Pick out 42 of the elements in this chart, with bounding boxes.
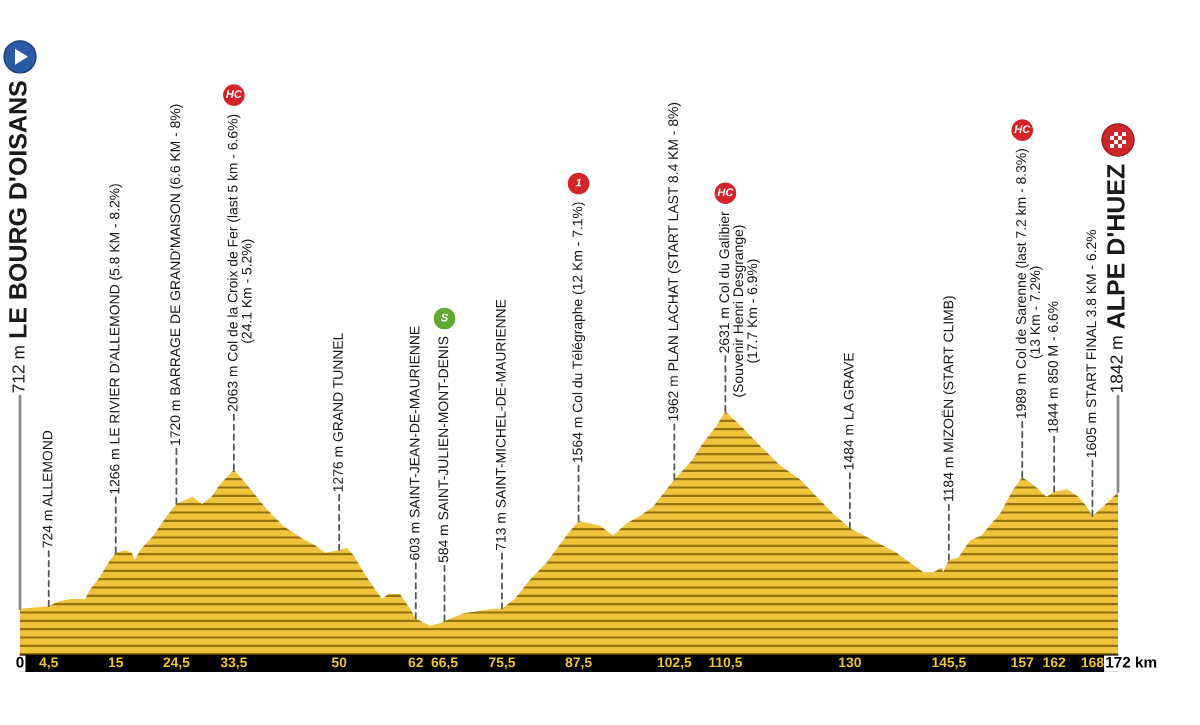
annotation: 1962 m PLAN LACHAT (START LAST 8.4 KM - 8%) — [667, 102, 681, 421]
annotation: 1989 m Col de Sarenne (last 7.2 km - 8.3%) (13 Km - 7.2%) — [1015, 149, 1043, 419]
annotation: 2631 m Col du Galibier (Souvenir Henri Desgrange) (17.7 Km - 6.9%) — [718, 211, 760, 397]
x-tick-label: 50 — [331, 657, 347, 668]
x-tick-label: 33,5 — [220, 657, 247, 670]
x-tick-label: 110,5 — [709, 657, 743, 670]
x-tick-label: 162 — [1043, 657, 1066, 668]
annotation: 1844 m 850 M - 6.6% — [1048, 301, 1058, 433]
annotation: 603 m SAINT-JEAN-DE-MAURIENNE — [409, 326, 420, 560]
annotation: 1484 m LA GRAVE — [843, 353, 854, 470]
annotation: 724 m ALLEMOND — [42, 430, 53, 548]
x-tick-label: 4,5 — [39, 657, 58, 670]
x-tick-label: 172 — [1106, 656, 1131, 668]
annotation: 1605 m START FINAL 3.8 KM - 6.2% — [1086, 229, 1097, 458]
x-tick-label: 168 — [1081, 657, 1104, 668]
annotation: 584 m SAINT-JULIEN-MONT-DENIS — [438, 336, 449, 563]
annotation: 2063 m Col de la Croix de Fer (last 5 km - 6.6%) (24.1 Km - 5.2%) — [227, 114, 255, 412]
x-tick-label: 66,5 — [431, 657, 458, 670]
annotation: 712 m LE BOURG D'OISANS — [9, 81, 27, 393]
annotation: 1564 m Col du Télégraphe (12 Km - 7.1%) — [572, 202, 586, 462]
x-tick-label: 130 — [839, 657, 861, 668]
text: HC — [717, 188, 734, 197]
x-tick-label: 102,5 — [657, 657, 692, 670]
annotation: 713 m SAINT-MICHEL-DE-MAURIENNE — [495, 299, 506, 550]
x-tick-label: 87,5 — [565, 657, 592, 670]
annotation: 1276 m GRAND TUNNEL — [333, 333, 343, 492]
annotation: 1720 m BARRAGE DE GRAND'MAISON (6.6 KM - 8%) — [169, 104, 183, 445]
x-tick-label: 145,5 — [932, 657, 966, 670]
x-tick-label: 157 — [1011, 657, 1034, 668]
text: HC — [1014, 125, 1031, 134]
annotation: 1266 m LE RIVIER D'ALLEMOND (5.8 KM - 8.2%) — [109, 184, 123, 494]
text: HC — [226, 90, 243, 99]
x-tick-label: 62 — [408, 657, 423, 668]
text: 1 — [575, 178, 582, 187]
annotation: 1842 m ALPE D'HUEZ — [1107, 164, 1125, 393]
x-tick-label: 15 — [108, 657, 124, 668]
x-tick-label: 75,5 — [489, 657, 516, 670]
text: S — [440, 313, 449, 322]
annotation: 1184 m MIZOËN (START CLIMB) — [941, 296, 957, 501]
x-tick-label: 0 — [16, 656, 24, 668]
x-axis-title: km — [1136, 656, 1157, 668]
x-tick-label: 24,5 — [163, 657, 190, 670]
